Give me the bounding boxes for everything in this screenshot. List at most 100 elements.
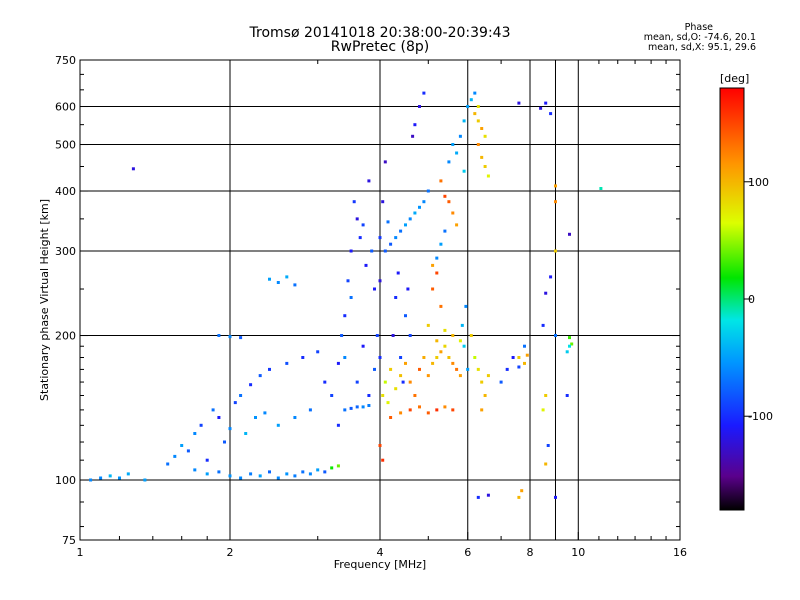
data-point: [386, 220, 390, 224]
data-point: [408, 380, 412, 384]
data-point: [483, 165, 487, 168]
data-point: [228, 474, 232, 478]
data-point: [431, 361, 435, 365]
data-point: [308, 408, 312, 412]
data-point: [276, 476, 280, 480]
data-point: [404, 314, 407, 318]
data-point: [173, 454, 177, 458]
data-point: [480, 127, 484, 130]
data-point: [217, 470, 221, 474]
data-point: [399, 229, 403, 233]
data-point: [180, 444, 184, 447]
data-point: [211, 408, 215, 412]
data-point: [336, 361, 340, 365]
data-point: [373, 367, 376, 371]
data-point: [239, 394, 243, 397]
data-point: [316, 468, 320, 472]
data-point: [340, 334, 344, 337]
data-point: [108, 474, 112, 478]
data-point: [517, 101, 521, 105]
data-point: [554, 334, 557, 337]
data-point: [378, 356, 382, 359]
data-point: [544, 291, 548, 295]
data-point: [549, 275, 553, 279]
data-point: [422, 91, 426, 95]
data-point: [355, 380, 359, 384]
phase-stats-x-mode: mean, sd,X: 95.1, 29.6: [647, 42, 756, 53]
data-point: [525, 353, 529, 357]
data-point: [263, 411, 267, 415]
y-tick-label: 600: [55, 101, 76, 114]
data-point: [308, 472, 312, 476]
data-point: [233, 401, 237, 405]
data-point: [285, 472, 289, 476]
data-point: [330, 466, 334, 470]
data-point: [544, 101, 548, 105]
data-point: [349, 296, 353, 299]
data-point: [476, 105, 480, 108]
data-point: [469, 334, 473, 337]
data-point: [565, 350, 569, 354]
data-point: [193, 432, 197, 435]
data-point: [476, 495, 480, 499]
data-point: [464, 304, 468, 308]
data-point: [458, 374, 462, 378]
colorbar-gradient: [719, 87, 745, 511]
data-point: [435, 339, 439, 343]
data-point: [199, 423, 203, 427]
data-point: [285, 275, 289, 279]
data-point: [316, 350, 320, 354]
data-point: [381, 458, 385, 462]
phase-stats-heading: Phase: [684, 22, 714, 33]
data-point: [476, 367, 480, 371]
data-point: [480, 380, 484, 384]
data-point: [228, 427, 232, 431]
data-point: [396, 271, 400, 275]
data-point: [378, 236, 382, 240]
x-tick-label: 6: [464, 546, 471, 559]
data-point: [462, 344, 466, 348]
data-point: [447, 356, 451, 359]
data-point: [458, 134, 462, 138]
data-point: [343, 408, 347, 412]
data-point: [381, 394, 385, 397]
data-point: [511, 356, 515, 359]
x-tick-label: 1: [77, 546, 84, 559]
data-point: [394, 236, 398, 240]
data-point: [258, 374, 262, 378]
data-point: [476, 119, 480, 123]
data-point: [323, 380, 327, 384]
data-point: [378, 444, 382, 447]
data-point: [361, 223, 365, 227]
grid-lines: [80, 60, 680, 540]
x-tick-label: 4: [377, 546, 384, 559]
data-point: [373, 287, 376, 291]
data-point: [367, 404, 371, 407]
data-point: [249, 472, 253, 476]
y-tick-label: 200: [55, 330, 76, 343]
data-point: [418, 205, 421, 209]
data-point: [554, 249, 557, 253]
data-point: [426, 374, 430, 378]
data-point: [505, 367, 509, 371]
data-point: [355, 217, 359, 221]
data-point: [469, 98, 473, 102]
colorbar-tick-label: 0: [748, 293, 755, 306]
data-point: [413, 123, 417, 127]
data-point: [361, 405, 365, 409]
data-point: [258, 474, 262, 478]
data-point: [293, 416, 297, 419]
data-point: [186, 449, 190, 453]
data-point: [473, 91, 477, 95]
data-point: [352, 200, 356, 204]
data-point: [431, 263, 435, 267]
data-point: [413, 211, 417, 215]
data-point: [426, 411, 430, 415]
data-point: [455, 367, 459, 371]
data-point: [411, 134, 415, 138]
data-point: [404, 223, 407, 227]
scatter-points: [89, 91, 603, 499]
data-point: [523, 344, 526, 348]
x-tick-label: 2: [227, 546, 234, 559]
